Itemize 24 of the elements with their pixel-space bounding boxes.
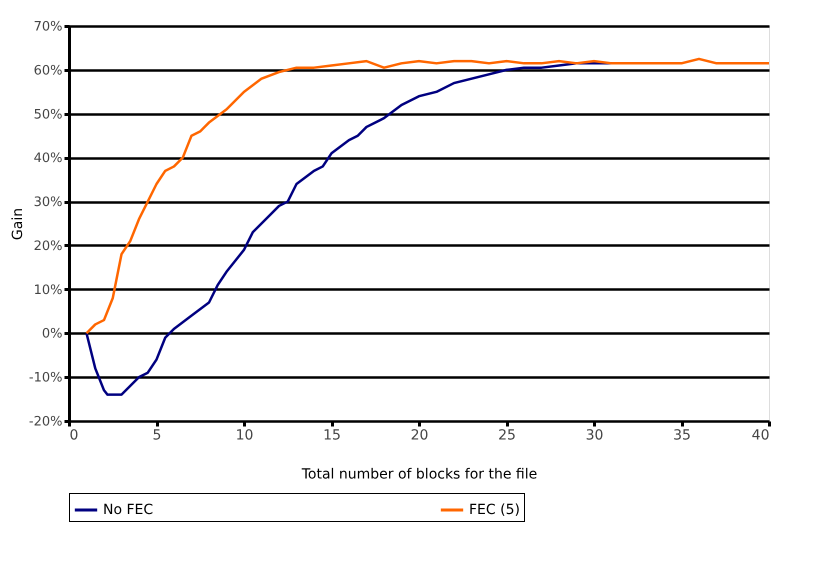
y-tick-label: 10%: [34, 282, 62, 298]
y-tick-label: 40%: [34, 151, 62, 166]
y-tick-label: 0%: [42, 326, 62, 342]
x-tick-label: 15: [323, 428, 341, 444]
y-tick-label: -20%: [28, 414, 62, 430]
y-tick-label: -10%: [28, 370, 62, 386]
x-tick-label: 0: [70, 428, 78, 444]
y-tick-label: 30%: [34, 195, 62, 210]
legend-label: FEC (5): [469, 502, 520, 518]
y-axis-title: Gain: [10, 208, 26, 240]
x-tick-label: 40: [752, 428, 770, 444]
x-tick-label: 35: [673, 428, 691, 444]
y-tick-label: 20%: [34, 238, 62, 254]
x-tick-label: 10: [236, 428, 254, 444]
legend-label: No FEC: [103, 502, 154, 518]
line-series: [85, 58, 770, 334]
x-tick-label: 5: [152, 428, 162, 444]
x-axis-title: Total number of blocks for the file: [300, 466, 538, 482]
x-tick-label: 30: [586, 428, 604, 444]
x-tick-label: 25: [498, 428, 516, 444]
x-tick-label: 20: [410, 428, 428, 444]
y-tick-label: 70%: [34, 20, 62, 34]
y-tick-label: 50%: [34, 107, 62, 122]
y-tick-label: 60%: [34, 63, 62, 78]
